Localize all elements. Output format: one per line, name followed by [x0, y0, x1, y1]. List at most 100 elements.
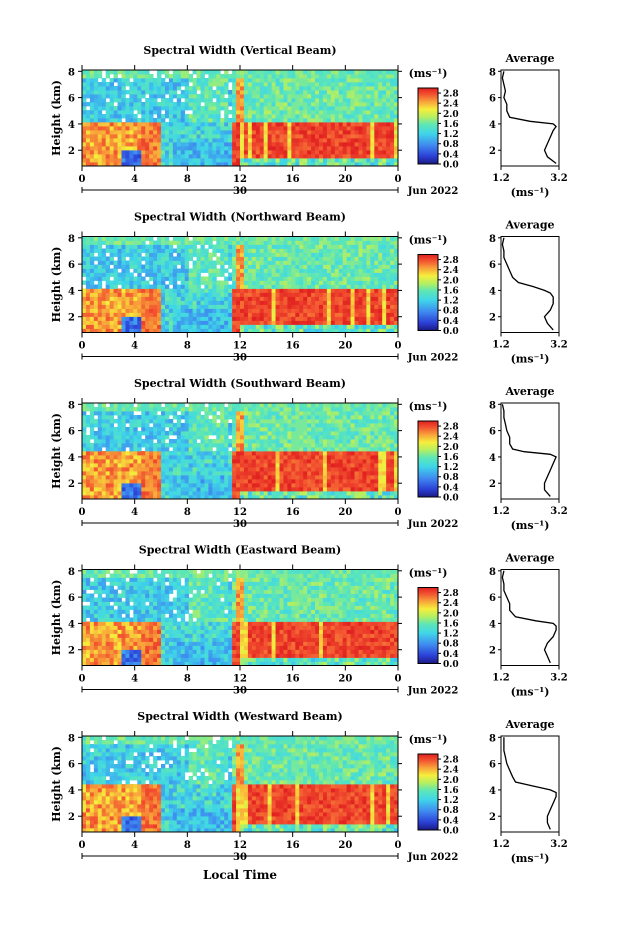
- heatmap-cell: [97, 423, 103, 428]
- heatmap-cell: [208, 411, 213, 416]
- heatmap-cell: [275, 260, 280, 265]
- heatmap-cell: [117, 304, 122, 309]
- heatmap-cell: [125, 419, 130, 424]
- heatmap-cell: [109, 284, 114, 289]
- heatmap-cell: [89, 491, 95, 496]
- heatmap-cell: [283, 98, 288, 103]
- heatmap-cell: [105, 130, 111, 135]
- heatmap-cell: [208, 260, 213, 265]
- heatmap-cell: [121, 495, 126, 500]
- heatmap-cell: [346, 126, 351, 131]
- heatmap-cell: [279, 82, 284, 87]
- heatmap-cell: [220, 154, 225, 159]
- heatmap-cell: [259, 447, 265, 452]
- heatmap-cell: [354, 320, 359, 325]
- heatmap-cell: [145, 70, 150, 75]
- heatmap-cell: [291, 328, 296, 333]
- heatmap-cell: [267, 102, 272, 107]
- heatmap-cell: [200, 304, 205, 309]
- heatmap-cell: [275, 150, 280, 155]
- heatmap-cell: [350, 312, 355, 317]
- heatmap-cell: [370, 82, 375, 87]
- heatmap-cell: [196, 236, 201, 241]
- heatmap-cell: [82, 419, 87, 424]
- heatmap-cell: [97, 244, 103, 249]
- heatmap-cell: [334, 280, 340, 285]
- heatmap-cell: [295, 114, 300, 119]
- heatmap-cell: [236, 292, 241, 297]
- heatmap-cell: [390, 236, 395, 241]
- heatmap-cell: [362, 162, 367, 167]
- heatmap-cell: [97, 70, 103, 75]
- heatmap-cell: [89, 134, 95, 139]
- chart-title: Spectral Width (Vertical Beam): [143, 44, 336, 57]
- heatmap-cell: [184, 158, 190, 163]
- heatmap-cell: [168, 240, 174, 245]
- heatmap-cell: [176, 118, 182, 123]
- heatmap-cell: [267, 479, 272, 484]
- heatmap-cell: [105, 415, 111, 420]
- heatmap-cell: [236, 411, 241, 416]
- heatmap-cell: [243, 154, 249, 159]
- heatmap-cell: [172, 134, 178, 139]
- heatmap-cell: [149, 491, 154, 496]
- heatmap-cell: [307, 70, 312, 75]
- heatmap-cell: [263, 447, 269, 452]
- heatmap-cell: [89, 479, 95, 484]
- heatmap-cell: [228, 320, 233, 325]
- heatmap-cell: [200, 487, 205, 492]
- heatmap-cell: [315, 288, 320, 293]
- heatmap-cell: [117, 126, 122, 131]
- heatmap-cell: [303, 264, 308, 269]
- heatmap-cell: [220, 138, 225, 143]
- heatmap-cell: [236, 154, 241, 159]
- heatmap-cell: [267, 467, 272, 472]
- heatmap-cell: [370, 260, 375, 265]
- heatmap-cell: [101, 158, 107, 163]
- heatmap-cell: [342, 280, 348, 285]
- heatmap-cell: [125, 110, 130, 115]
- heatmap-cell: [149, 154, 154, 159]
- heatmap-cell: [161, 443, 166, 448]
- heatmap-cell: [330, 102, 336, 107]
- heatmap-cell: [251, 324, 257, 329]
- heatmap-cell: [287, 292, 292, 297]
- heatmap-cell: [326, 292, 332, 297]
- heatmap-cell: [362, 248, 367, 253]
- heatmap-cell: [386, 328, 391, 333]
- heatmap-cell: [358, 276, 363, 281]
- heatmap-cell: [180, 328, 186, 333]
- heatmap-cell: [378, 74, 383, 79]
- heatmap-cell: [295, 118, 300, 123]
- heatmap-cell: [228, 403, 233, 408]
- heatmap-cell: [93, 308, 99, 313]
- heatmap-cell: [283, 308, 288, 313]
- heatmap-cell: [105, 118, 111, 123]
- heatmap-cell: [97, 411, 103, 416]
- heatmap-cell: [141, 284, 146, 289]
- heatmap-cell: [149, 443, 154, 448]
- heatmap-cell: [322, 280, 328, 285]
- heatmap-cell: [342, 328, 348, 333]
- heatmap-cell: [157, 463, 162, 468]
- heatmap-cell: [232, 110, 237, 115]
- heatmap-cell: [176, 126, 182, 131]
- heatmap-cell: [200, 459, 205, 464]
- heatmap-cell: [247, 110, 253, 115]
- heatmap-cell: [184, 236, 190, 241]
- heatmap-cell: [267, 264, 272, 269]
- heatmap-cell: [394, 102, 399, 107]
- heatmap-cell: [208, 320, 213, 325]
- heatmap-cell: [326, 146, 332, 151]
- heatmap-cell: [251, 98, 257, 103]
- heatmap-cell: [330, 292, 336, 297]
- heatmap-cell: [89, 248, 95, 253]
- heatmap-cell: [263, 94, 269, 99]
- heatmap-cell: [208, 150, 213, 155]
- heatmap-cell: [224, 304, 229, 309]
- heatmap-cell: [382, 252, 387, 257]
- heatmap-cell: [145, 110, 150, 115]
- heatmap-cell: [247, 106, 253, 111]
- heatmap-cell: [390, 320, 395, 325]
- heatmap-cell: [180, 260, 186, 265]
